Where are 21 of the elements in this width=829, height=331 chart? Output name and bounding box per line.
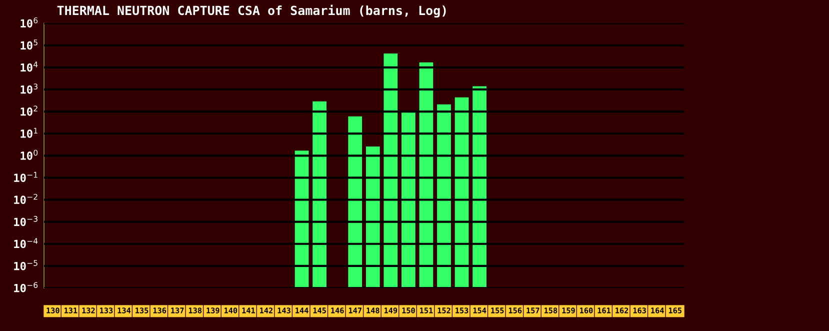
y-tick-label: 10$^{−5}$ — [14, 260, 38, 270]
y-tick-label: 10$^{−1}$ — [14, 172, 38, 182]
y-tick-label: 10$^{1}$ — [20, 128, 38, 138]
y-tick-label: 10$^{−6}$ — [14, 282, 38, 292]
y-tick-label: 10$^{−3}$ — [14, 216, 38, 226]
bar — [472, 86, 486, 288]
bar — [348, 116, 362, 288]
bar — [384, 53, 398, 288]
y-tick-label: 10$^{6}$ — [20, 17, 38, 28]
y-tick-label: 10$^{−2}$ — [14, 194, 38, 204]
y-tick-label: 10$^{5}$ — [20, 40, 38, 50]
y-tick-label: 10$^{3}$ — [20, 84, 38, 94]
y-tick-label: 10$^{4}$ — [20, 62, 38, 72]
bar — [437, 104, 451, 288]
bar — [312, 101, 326, 288]
y-tick-label: 10$^{2}$ — [20, 106, 38, 116]
bar — [366, 146, 380, 288]
bar — [402, 110, 416, 288]
chart-title: THERMAL NEUTRON CAPTURE CSA of Samarium (barns, Log) — [57, 4, 446, 18]
y-tick-label: 10$^{0}$ — [20, 150, 38, 160]
y-tick-label: 10$^{−4}$ — [14, 238, 38, 248]
